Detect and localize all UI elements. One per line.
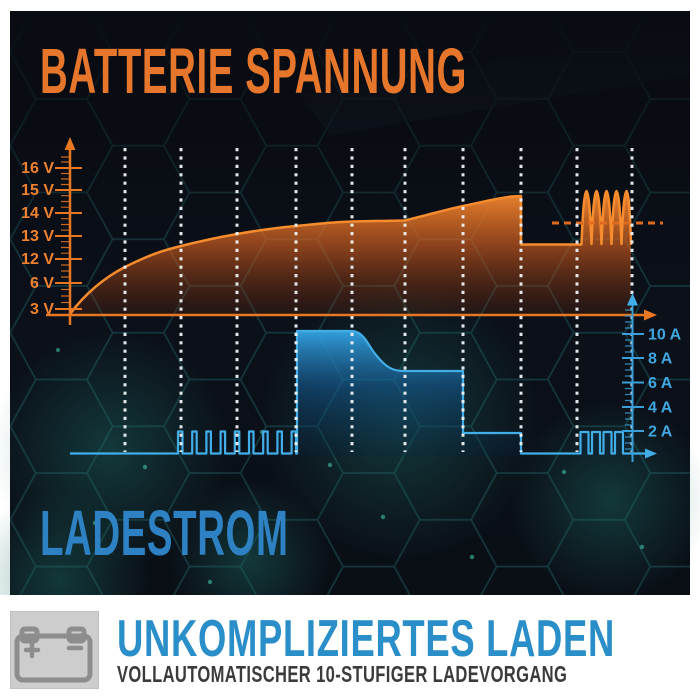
voltage-curve xyxy=(69,189,633,315)
voltage-curve-fill xyxy=(70,191,631,315)
voltage-tick-label: 12 V xyxy=(21,251,54,268)
voltage-section-title: BATTERIE SPANNUNG xyxy=(40,35,467,107)
voltage-axis-arrow-up-icon xyxy=(64,137,76,150)
voltage-axis xyxy=(46,143,650,325)
voltage-tick-label: 3 V xyxy=(30,301,54,318)
current-section-title: LADESTROM xyxy=(40,497,289,569)
voltage-tick-label: 13 V xyxy=(21,228,54,245)
top-shade xyxy=(10,11,690,261)
current-axis xyxy=(622,300,644,462)
time-axis-arrow-right-icon xyxy=(644,309,657,321)
current-axis-arrow-up-icon xyxy=(627,293,638,306)
current-tick-label: 2 A xyxy=(648,424,673,441)
current-tick-label: 8 A xyxy=(648,351,673,368)
footer: UNKOMPLIZIERTES LADEN VOLLAUTOMATISCHER … xyxy=(0,595,700,700)
current-curve xyxy=(70,329,648,455)
current-time-axis-arrow-right-icon xyxy=(645,448,657,459)
footer-heading: UNKOMPLIZIERTES LADEN xyxy=(117,610,616,668)
current-axis-labels: 10 A 8 A 6 A 4 A 2 A xyxy=(648,327,682,441)
voltage-tick-label: 14 V xyxy=(21,205,54,222)
voltage-tick-label: 16 V xyxy=(21,160,54,177)
footer-subheading: VOLLAUTOMATISCHER 10-STUFIGER LADEVORGAN… xyxy=(117,661,568,687)
battery-icon xyxy=(14,626,93,683)
battery-icon-tile xyxy=(10,611,99,689)
voltage-axis-labels: 16 V 15 V 14 V 13 V 12 V 6 V 3 V xyxy=(21,160,54,318)
voltage-tick-label: 6 V xyxy=(30,275,54,292)
current-tick-label: 10 A xyxy=(648,327,682,344)
current-curve-fill xyxy=(70,331,628,456)
current-tick-label: 4 A xyxy=(648,400,673,417)
hex-node-glints xyxy=(56,348,645,585)
voltage-tick-label: 15 V xyxy=(21,182,54,199)
stage-dividers xyxy=(123,148,634,452)
current-tick-label: 6 A xyxy=(648,375,673,392)
